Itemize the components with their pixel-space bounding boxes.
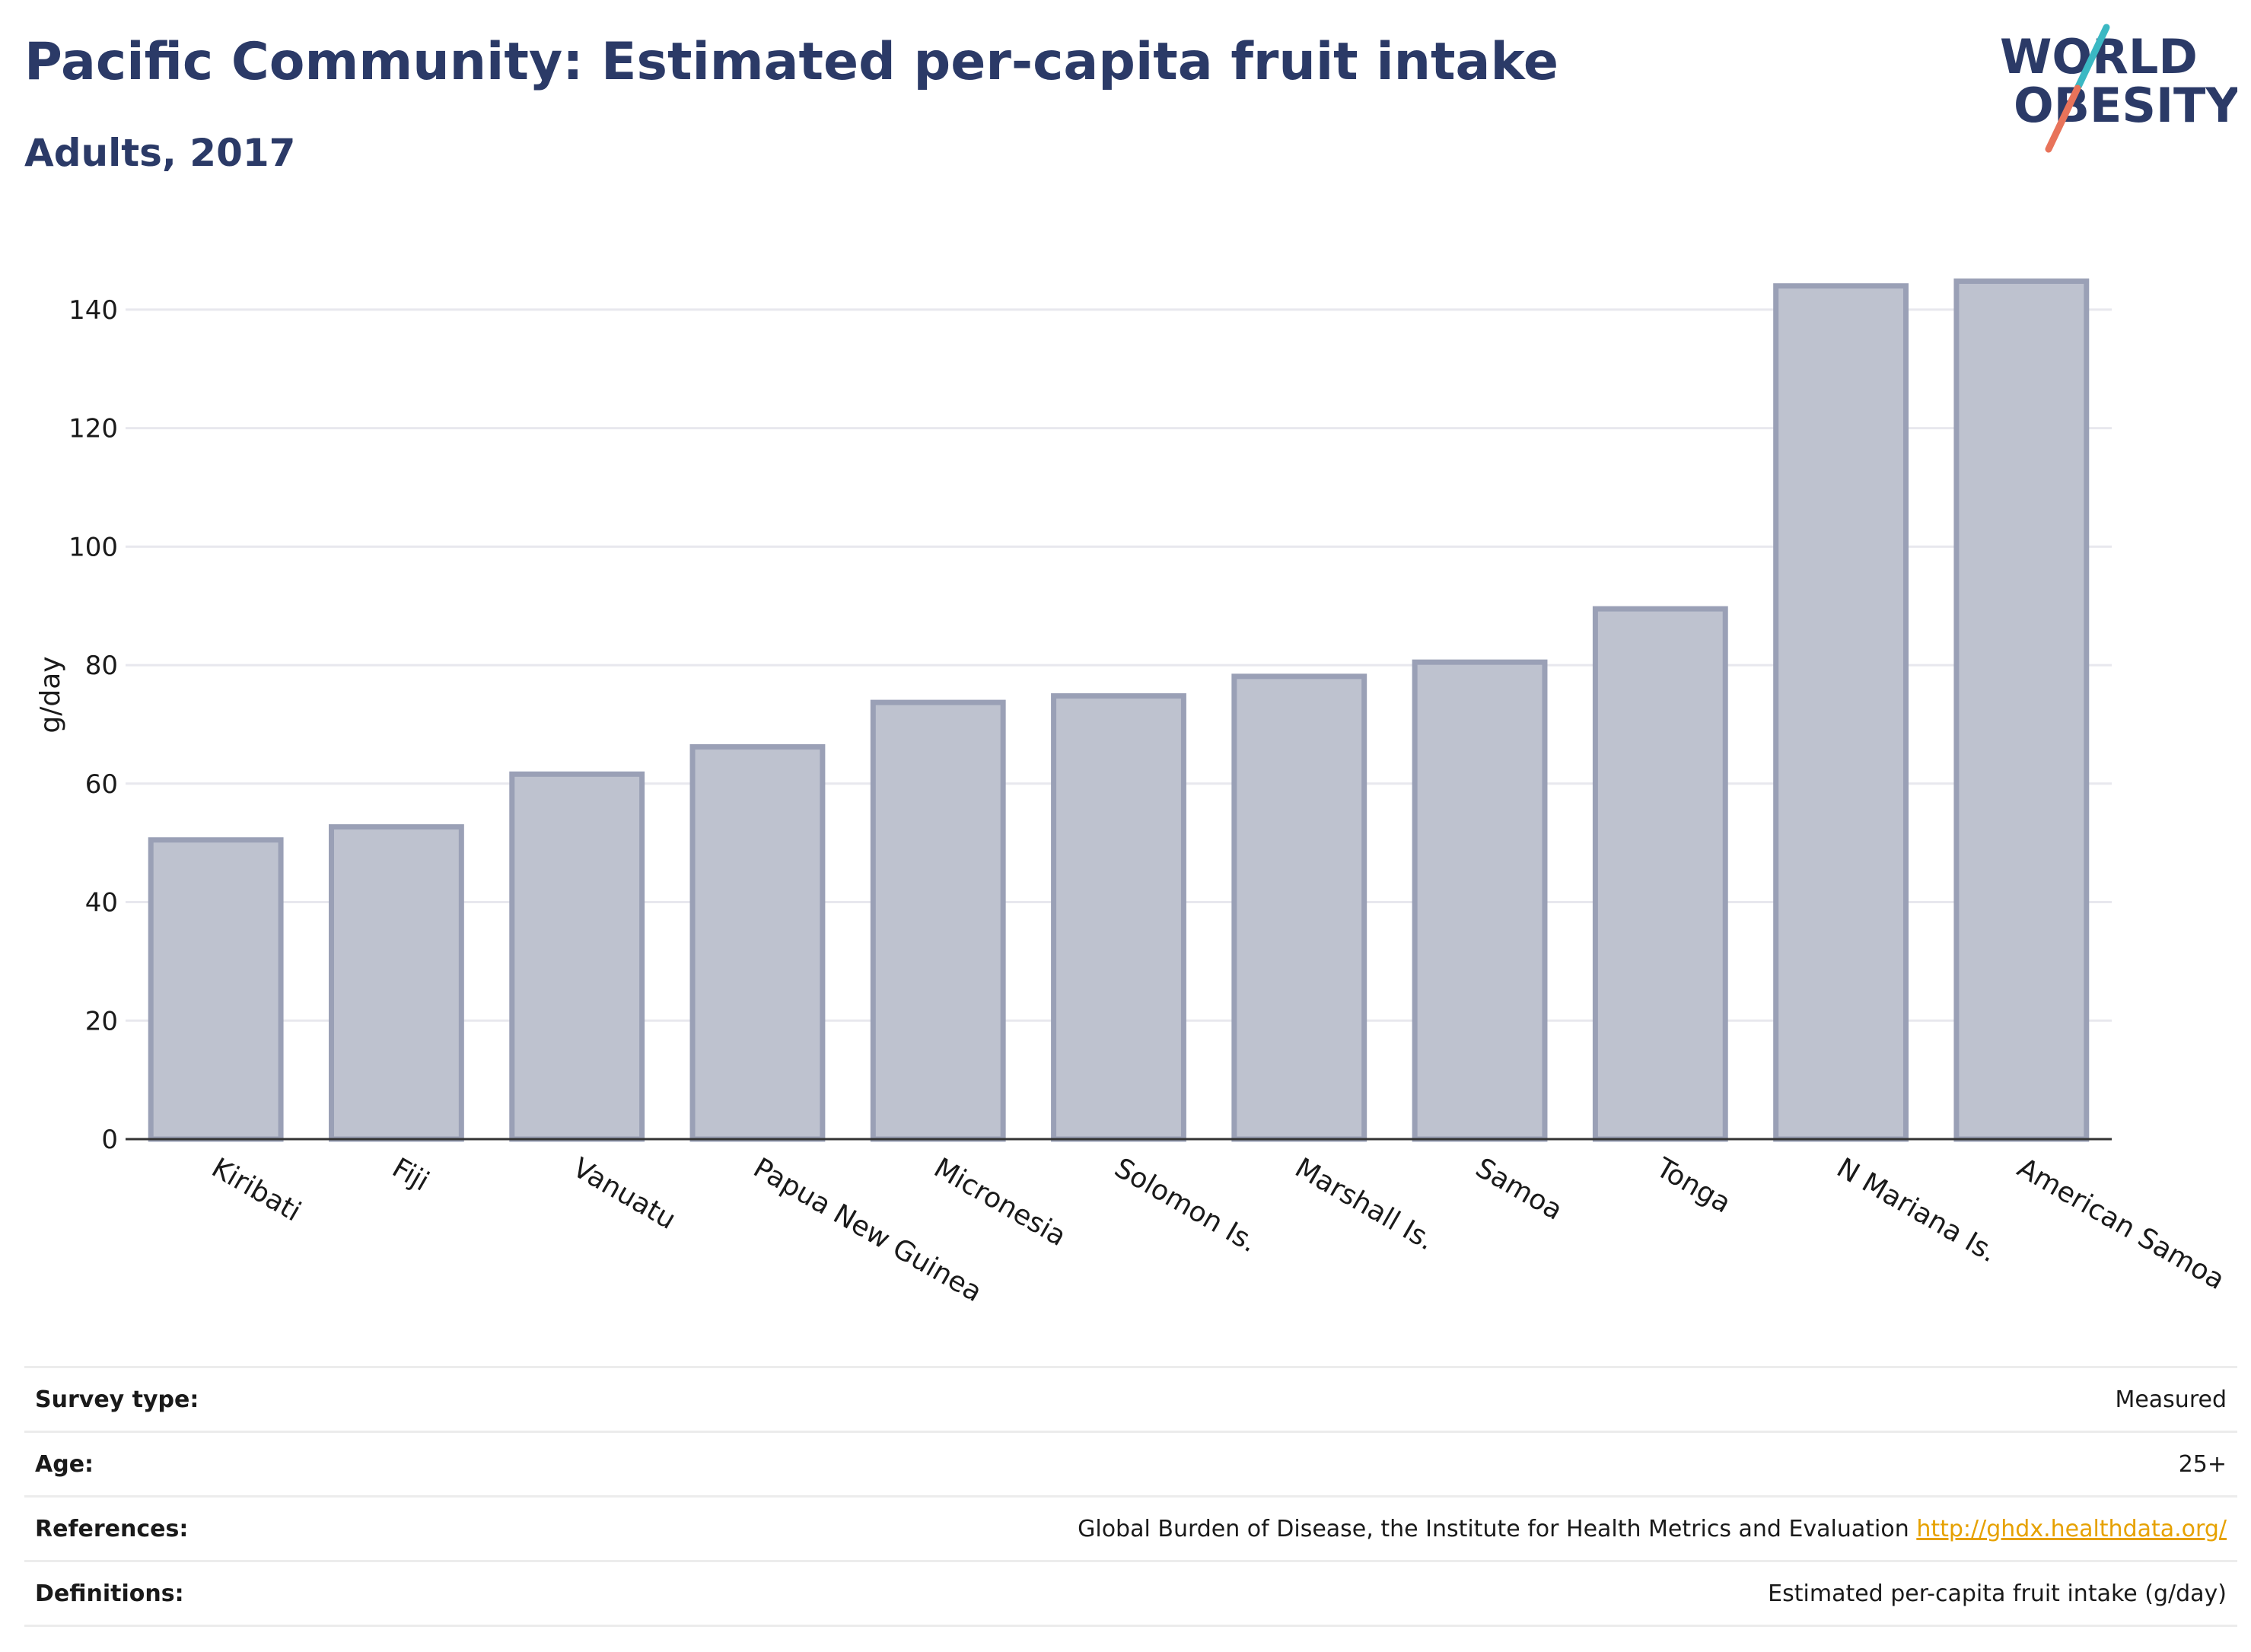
age-value: 25+ xyxy=(365,1431,2237,1498)
survey-type-value: Measured xyxy=(365,1366,2237,1433)
x-tick-label: N Mariana Is. xyxy=(1832,1152,2002,1268)
y-tick-label: 120 xyxy=(68,414,118,444)
references-text: Global Burden of Disease, the Institute … xyxy=(1078,1515,1909,1542)
x-tick-label: Vanuatu xyxy=(568,1152,681,1236)
bar xyxy=(509,771,645,1142)
bar xyxy=(1231,673,1367,1142)
metadata-table: Survey type: Measured Age: 25+ Reference… xyxy=(24,1366,2237,1627)
bar xyxy=(1051,693,1186,1142)
world-obesity-logo: WORLD OBESITY xyxy=(2000,24,2237,153)
x-tick-labels: Kiribati Fiji Vanuatu Papua New GuineaMicro… xyxy=(206,1152,2230,1309)
bar xyxy=(328,824,464,1142)
x-tick-label: Tonga xyxy=(1650,1152,1736,1220)
bar xyxy=(1953,278,2090,1142)
references-value: Global Burden of Disease, the Institute … xyxy=(365,1495,2237,1562)
y-axis-label: g/day xyxy=(35,656,66,733)
y-tick-label: 60 xyxy=(85,769,118,800)
chart-subtitle: Adults, 2017 xyxy=(24,131,296,175)
x-tick-label: Micronesia xyxy=(928,1152,1071,1253)
bars xyxy=(148,278,2090,1142)
x-tick-label: Fiji xyxy=(387,1152,434,1198)
age-label: Age: xyxy=(24,1431,365,1498)
y-tick-label: 100 xyxy=(68,532,118,562)
x-tick-label: Samoa xyxy=(1470,1152,1568,1227)
x-tick-label: Kiribati xyxy=(206,1152,306,1227)
bar xyxy=(870,699,1006,1142)
y-tick-label: 0 xyxy=(101,1125,118,1155)
definitions-label: Definitions: xyxy=(24,1560,365,1627)
y-tick-labels: 0 20 40 60 80 100 120 140 xyxy=(68,295,118,1155)
table-row: Definitions: Estimated per-capita fruit … xyxy=(24,1560,2237,1627)
bar xyxy=(689,744,826,1142)
y-tick-label: 40 xyxy=(85,888,118,918)
bar xyxy=(1592,606,1728,1142)
table-row: Survey type: Measured xyxy=(24,1366,2237,1433)
references-label: References: xyxy=(24,1495,365,1562)
y-tick-label: 20 xyxy=(85,1006,118,1036)
x-tick-label: American Samoa xyxy=(2012,1152,2230,1296)
references-link[interactable]: http://ghdx.healthdata.org/ xyxy=(1916,1515,2227,1542)
bar xyxy=(1773,283,1909,1142)
table-row: Age: 25+ xyxy=(24,1431,2237,1498)
x-tick-label: Marshall Is. xyxy=(1290,1152,1440,1256)
logo-slash-bottom xyxy=(2045,84,2081,153)
table-row: References: Global Burden of Disease, th… xyxy=(24,1495,2237,1562)
bar xyxy=(1412,659,1548,1142)
survey-type-label: Survey type: xyxy=(24,1366,365,1433)
definitions-value: Estimated per-capita fruit intake (g/day… xyxy=(365,1560,2237,1627)
y-tick-label: 80 xyxy=(85,651,118,681)
y-tick-label: 140 xyxy=(68,295,118,326)
x-tick-label: Solomon Is. xyxy=(1110,1152,1263,1259)
chart-title: Pacific Community: Estimated per-capita … xyxy=(24,32,1559,92)
logo-text-obesity: OBESITY xyxy=(2014,78,2237,133)
bar xyxy=(148,837,284,1142)
logo-slash-top xyxy=(2074,24,2110,92)
